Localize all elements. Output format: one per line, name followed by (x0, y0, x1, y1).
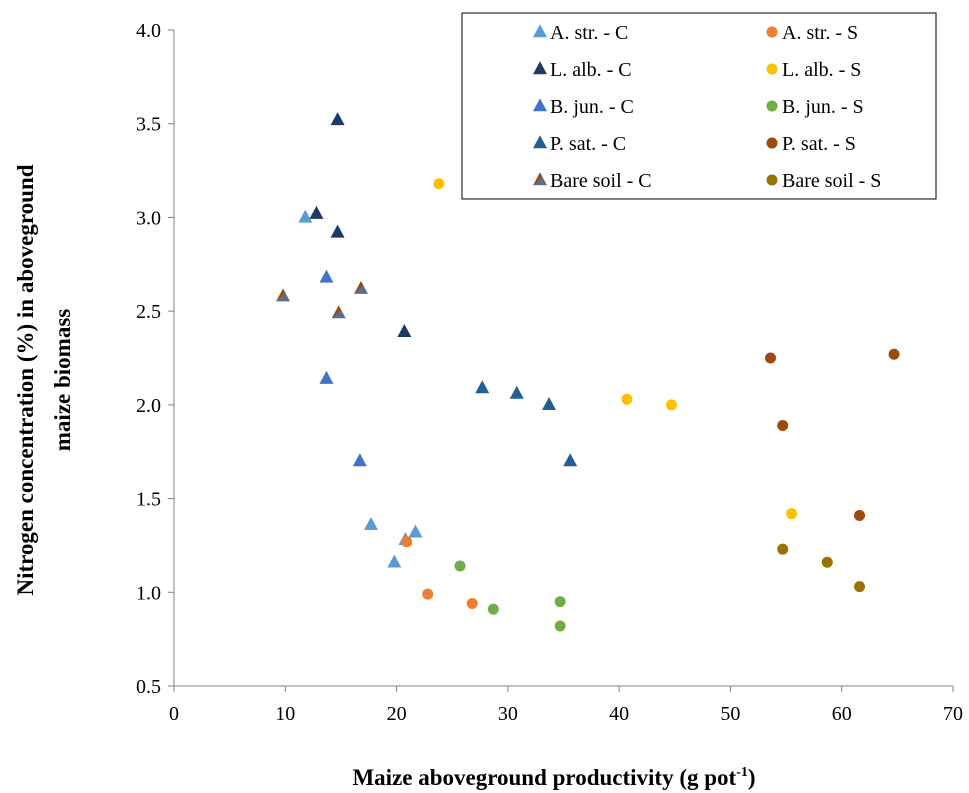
point-bare-soil-c (331, 305, 346, 319)
legend-label-bare-soil-s: Bare soil - S (782, 170, 881, 192)
legend-marker-a-str-c (533, 24, 547, 38)
legend-marker-p-sat-c (533, 135, 547, 149)
point-a-str-c (408, 524, 423, 538)
axes (168, 29, 954, 692)
legend-label-a-str-s: A. str. - S (782, 22, 858, 44)
legend-marker-p-sat-s (766, 137, 778, 149)
point-b-jun-s (554, 596, 566, 608)
y-tick-label: 4.0 (136, 20, 161, 42)
legend-label-b-jun-s: B. jun. - S (782, 96, 864, 118)
legend-marker-b-jun-s (766, 100, 778, 112)
legend-marker-a-str-s (766, 26, 778, 38)
x-tick-label: 50 (720, 703, 740, 725)
point-a-str-s (466, 598, 478, 610)
tick-labels: 0 10 20 30 40 50 60 70 0.5 1.0 1.5 2.0 2.5 3.0 3.5 4.0 (136, 20, 963, 725)
x-axis-title: Maize aboveground productivity (g pot-1) (352, 765, 755, 790)
point-bare-soil-s (777, 543, 789, 555)
legend-marker-bare-soil-s (766, 174, 778, 186)
point-bare-soil-s (821, 556, 833, 568)
point-a-str-c (298, 209, 313, 223)
y-axis-title-line1: Nitrogen concentration (%) in abovegroun… (13, 164, 38, 595)
legend-marker-l-alb-s (766, 63, 778, 75)
y-tick-label: 0.5 (136, 676, 161, 698)
point-b-jun-s (554, 620, 566, 632)
point-p-sat-s (888, 348, 900, 360)
legend-label-b-jun-c: B. jun. - C (550, 96, 634, 118)
point-bare-soil-c (276, 288, 291, 302)
point-l-alb-c (330, 112, 345, 126)
y-tick-label: 3.0 (136, 207, 161, 229)
legend-marker-bare-soil-c (533, 172, 547, 186)
y-tick-label: 2.5 (136, 301, 161, 323)
point-bare-soil-c (353, 280, 368, 294)
legend-label-p-sat-s: P. sat. - S (782, 133, 856, 155)
y-tick-label: 3.5 (136, 114, 161, 136)
point-a-str-s (401, 536, 413, 548)
point-p-sat-c (542, 397, 557, 411)
x-tick-label: 70 (943, 703, 963, 725)
legend-marker-l-alb-c (533, 61, 547, 75)
point-p-sat-c (563, 453, 578, 467)
point-l-alb-c (397, 323, 412, 337)
legend-label-a-str-c: A. str. - C (550, 22, 628, 44)
x-tick-label: 30 (498, 703, 518, 725)
x-tick-label: 10 (275, 703, 295, 725)
y-tick-label: 1.0 (136, 582, 161, 604)
y-axis-title-line2: maize biomass (50, 309, 75, 452)
point-l-alb-c (330, 224, 345, 238)
point-b-jun-c (319, 370, 334, 384)
legend-label-bare-soil-c: Bare soil - C (550, 170, 652, 192)
point-l-alb-s (621, 393, 633, 405)
y-tick-label: 2.0 (136, 395, 161, 417)
point-p-sat-c (475, 380, 490, 394)
point-a-str-c (363, 517, 378, 531)
point-b-jun-s (454, 560, 466, 572)
point-l-alb-s (665, 399, 677, 411)
legend-label-l-alb-s: L. alb. - S (782, 59, 861, 81)
point-p-sat-c (509, 385, 524, 399)
point-b-jun-s (487, 603, 499, 615)
legend-label-l-alb-c: L. alb. - C (550, 59, 632, 81)
point-b-jun-c (319, 269, 334, 283)
legend-label-p-sat-c: P. sat. - C (550, 133, 626, 155)
y-tick-label: 1.5 (136, 489, 161, 511)
point-a-str-s (422, 588, 434, 600)
point-bare-soil-s (854, 581, 866, 593)
x-tick-label: 60 (832, 703, 852, 725)
point-a-str-c (387, 554, 402, 568)
point-p-sat-s (854, 509, 866, 521)
point-l-alb-c (309, 205, 324, 219)
point-p-sat-s (764, 352, 776, 364)
point-l-alb-s (786, 508, 798, 520)
legend: A. str. - C A. str. - S L. alb. - C L. alb.… (461, 12, 937, 200)
point-p-sat-s (777, 419, 789, 431)
point-b-jun-c (352, 453, 367, 467)
point-l-alb-s (433, 178, 445, 190)
x-tick-label: 40 (609, 703, 629, 725)
x-tick-label: 20 (387, 703, 407, 725)
legend-marker-b-jun-c (533, 98, 547, 112)
x-tick-label: 0 (169, 703, 179, 725)
data-points (276, 112, 900, 632)
